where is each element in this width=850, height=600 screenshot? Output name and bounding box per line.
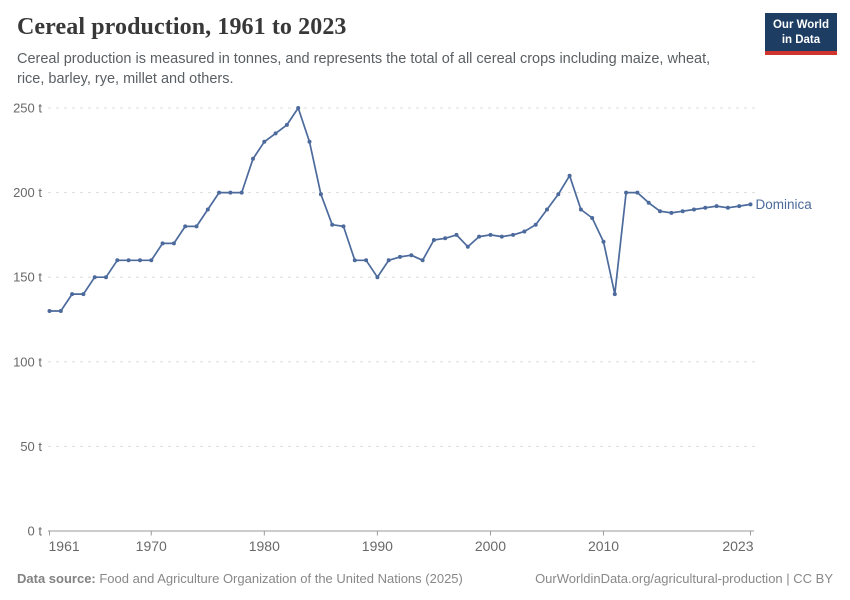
y-axis-label: 0 t: [28, 524, 43, 539]
data-point-marker[interactable]: [533, 222, 538, 227]
x-axis-label: 2000: [475, 538, 506, 554]
data-point-marker[interactable]: [138, 258, 142, 263]
data-point-marker[interactable]: [262, 139, 267, 144]
data-point-marker[interactable]: [612, 292, 617, 297]
data-point-marker[interactable]: [160, 241, 165, 246]
chart-header: Cereal production, 1961 to 2023 Cereal p…: [17, 14, 757, 89]
chart-subtitle: Cereal production is measured in tonnes,…: [17, 51, 711, 87]
data-point-marker[interactable]: [251, 156, 255, 161]
data-point-marker[interactable]: [296, 106, 301, 110]
data-point-marker[interactable]: [386, 258, 391, 263]
x-axis-label: 2010: [588, 538, 619, 554]
footer-link[interactable]: OurWorldinData.org/agricultural-producti…: [535, 571, 833, 586]
data-point-marker[interactable]: [692, 207, 696, 212]
data-point-marker[interactable]: [567, 173, 572, 178]
data-point-marker[interactable]: [375, 275, 380, 280]
data-point-marker[interactable]: [92, 275, 97, 280]
data-point-marker[interactable]: [635, 190, 640, 195]
x-axis-label: 1970: [136, 538, 167, 554]
data-point-marker[interactable]: [658, 209, 662, 214]
data-point-marker[interactable]: [171, 241, 176, 246]
y-axis-label: 100 t: [13, 354, 42, 369]
data-point-marker[interactable]: [47, 309, 52, 313]
data-point-marker[interactable]: [556, 192, 561, 197]
data-point-marker[interactable]: [522, 229, 527, 234]
x-axis-label: 2023: [722, 538, 753, 554]
data-point-marker[interactable]: [477, 234, 482, 239]
data-point-marker[interactable]: [115, 258, 120, 263]
data-point-marker[interactable]: [443, 236, 448, 241]
data-source-text: Food and Agriculture Organization of the…: [95, 571, 463, 586]
data-point-marker[interactable]: [126, 258, 131, 263]
data-source-label: Data source:: [17, 571, 96, 586]
data-point-marker[interactable]: [217, 190, 222, 195]
data-point-marker[interactable]: [431, 238, 436, 242]
owid-logo-line2: in Data: [781, 33, 821, 46]
data-point-marker[interactable]: [194, 224, 199, 229]
data-point-marker[interactable]: [511, 232, 516, 237]
data-point-marker[interactable]: [364, 258, 369, 263]
y-axis-label: 50 t: [20, 439, 42, 454]
data-point-marker[interactable]: [409, 253, 414, 258]
data-point-marker[interactable]: [330, 222, 335, 227]
data-point-marker[interactable]: [352, 258, 357, 263]
data-point-marker[interactable]: [545, 207, 549, 212]
data-point-marker[interactable]: [318, 192, 323, 197]
x-axis-label: 1980: [249, 538, 280, 554]
data-point-marker[interactable]: [307, 139, 312, 144]
data-point-marker[interactable]: [578, 207, 583, 212]
data-point-marker[interactable]: [646, 200, 651, 205]
y-axis-label: 150 t: [13, 270, 42, 285]
data-point-marker[interactable]: [601, 239, 606, 244]
data-point-marker[interactable]: [499, 234, 504, 239]
data-point-marker[interactable]: [149, 258, 154, 263]
chart-title: Cereal production, 1961 to 2023: [17, 14, 347, 40]
data-point-marker[interactable]: [104, 275, 108, 280]
owid-logo[interactable]: Our World in Data: [764, 13, 837, 55]
data-point-marker[interactable]: [488, 232, 493, 237]
series-line[interactable]: [49, 107, 751, 312]
y-axis-label: 200 t: [13, 185, 42, 200]
x-axis-label: 1961: [49, 538, 80, 554]
data-point-marker[interactable]: [624, 190, 629, 195]
data-point-marker[interactable]: [465, 244, 470, 249]
data-point-marker[interactable]: [398, 254, 402, 259]
data-point-marker[interactable]: [420, 258, 425, 263]
data-point-marker[interactable]: [680, 209, 685, 214]
data-point-marker[interactable]: [725, 205, 730, 210]
data-point-marker[interactable]: [714, 204, 719, 209]
data-point-marker[interactable]: [183, 224, 188, 229]
data-point-marker[interactable]: [454, 232, 459, 237]
data-point-marker[interactable]: [70, 292, 75, 297]
data-point-marker[interactable]: [669, 210, 674, 215]
data-point-marker[interactable]: [748, 202, 753, 207]
data-point-marker[interactable]: [239, 190, 244, 195]
data-point-marker[interactable]: [205, 207, 210, 212]
data-point-marker[interactable]: [58, 309, 63, 313]
data-point-marker[interactable]: [273, 131, 278, 136]
owid-logo-line1: Our World: [772, 19, 829, 31]
data-point-marker[interactable]: [284, 122, 289, 127]
data-point-marker[interactable]: [737, 204, 742, 209]
chart-footer: Data source: Food and Agriculture Organi…: [17, 571, 833, 586]
data-source: Data source: Food and Agriculture Organi…: [17, 571, 463, 586]
data-point-marker[interactable]: [590, 216, 595, 220]
y-axis-label: 250 t: [13, 101, 42, 116]
data-point-marker[interactable]: [228, 190, 233, 195]
x-axis-label: 1990: [362, 538, 393, 554]
series-label[interactable]: Dominica: [756, 197, 813, 212]
data-point-marker[interactable]: [703, 205, 708, 210]
data-point-marker[interactable]: [341, 224, 346, 229]
data-point-marker[interactable]: [81, 292, 86, 297]
